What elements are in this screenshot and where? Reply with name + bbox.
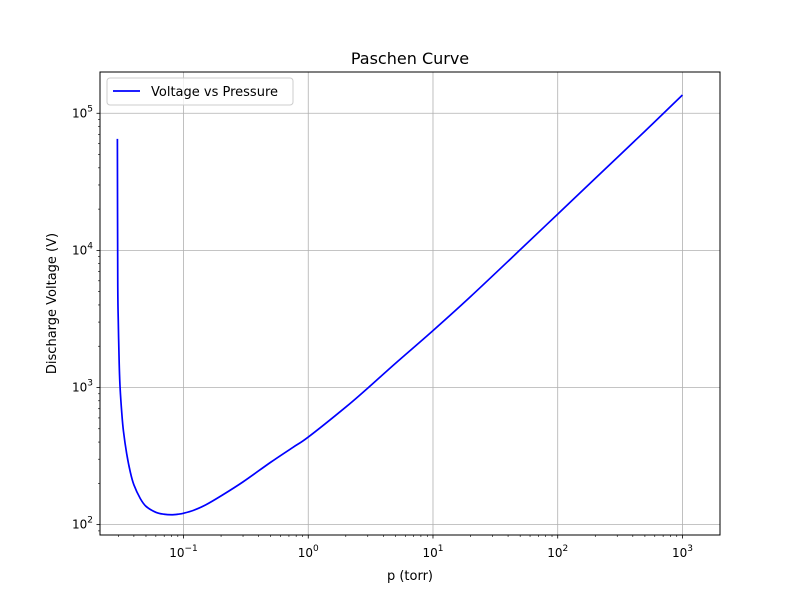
y-axis-label: Discharge Voltage (V) <box>45 233 60 374</box>
chart-title: Paschen Curve <box>351 49 469 68</box>
x-tick-label: 101 <box>422 544 443 560</box>
y-tick-label: 104 <box>72 241 93 257</box>
x-axis-label: p (torr) <box>387 569 433 584</box>
x-tick-label: 103 <box>672 544 693 560</box>
x-tick-label: 102 <box>547 544 568 560</box>
axes-frame <box>99 71 721 536</box>
x-tick-label: 100 <box>298 544 319 560</box>
legend: Voltage vs Pressure <box>106 77 294 106</box>
y-tick-label: 105 <box>72 104 93 120</box>
series-line-voltage-vs-pressure <box>116 94 684 516</box>
grid-lines <box>100 72 720 535</box>
legend-label: Voltage vs Pressure <box>151 85 278 100</box>
legend-box <box>106 77 294 106</box>
plot-area <box>116 94 684 516</box>
y-tick-label: 103 <box>72 379 93 395</box>
y-tick-label: 102 <box>72 516 93 532</box>
axis-ticks: 10−1 100 101 102 103 102 103 104 105 <box>72 104 693 560</box>
x-tick-label: 10−1 <box>169 544 198 560</box>
